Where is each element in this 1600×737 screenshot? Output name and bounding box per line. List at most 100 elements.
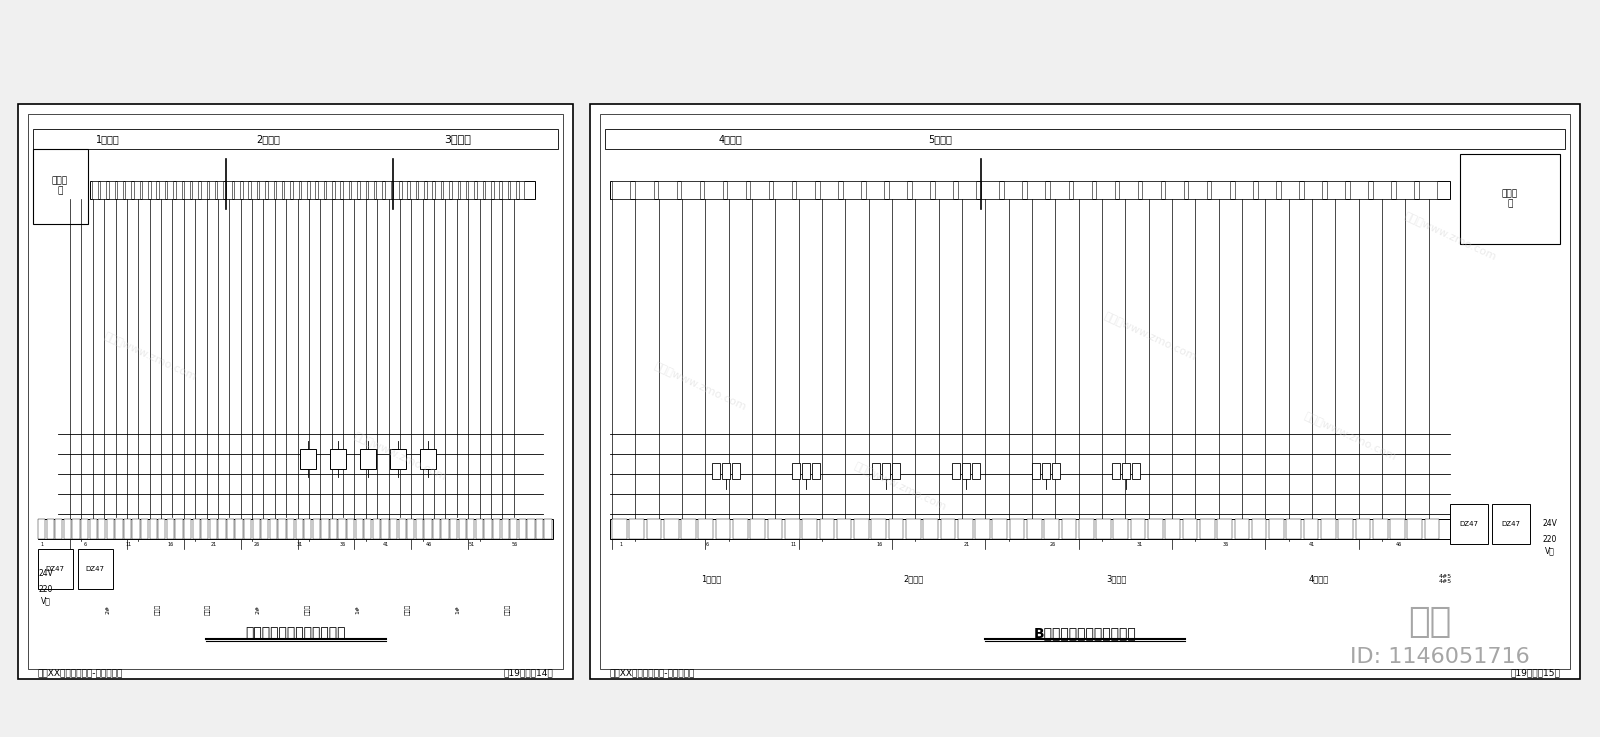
Bar	[390, 519, 397, 539]
Bar	[610, 181, 1450, 199]
Text: 46: 46	[426, 542, 432, 547]
Bar	[611, 181, 630, 199]
Bar	[1373, 181, 1392, 199]
Bar	[1074, 181, 1091, 199]
Bar	[301, 181, 307, 199]
Bar	[141, 519, 149, 539]
Bar	[227, 519, 234, 539]
Text: 2#: 2#	[256, 604, 261, 614]
Bar	[101, 181, 106, 199]
Bar	[635, 181, 653, 199]
Text: 6: 6	[83, 542, 86, 547]
Bar	[773, 181, 792, 199]
Bar	[501, 519, 509, 539]
Bar	[510, 519, 517, 539]
Bar	[1218, 519, 1232, 539]
Bar	[304, 519, 312, 539]
Bar	[837, 519, 851, 539]
Bar	[923, 519, 938, 539]
Bar	[1235, 181, 1253, 199]
Text: 2#: 2#	[106, 604, 110, 614]
Text: DZ47: DZ47	[45, 566, 64, 572]
Bar	[981, 181, 1000, 199]
Bar	[888, 181, 907, 199]
Bar	[243, 181, 248, 199]
Bar	[1165, 519, 1181, 539]
Bar	[107, 519, 114, 539]
Bar	[872, 519, 886, 539]
Bar	[974, 519, 990, 539]
Bar	[443, 181, 450, 199]
Bar	[802, 463, 810, 479]
Bar	[544, 519, 552, 539]
Bar	[218, 181, 224, 199]
Bar	[1189, 181, 1206, 199]
Bar	[277, 181, 282, 199]
Bar	[475, 519, 483, 539]
Bar	[158, 181, 165, 199]
Text: 3号台组: 3号台组	[1106, 575, 1126, 584]
Bar	[416, 519, 422, 539]
Bar	[1045, 519, 1059, 539]
Bar	[184, 181, 190, 199]
Bar	[390, 449, 406, 469]
Bar	[419, 449, 435, 469]
Text: 1#: 1#	[456, 604, 461, 614]
Bar	[843, 181, 861, 199]
Bar	[78, 549, 114, 589]
Text: 4#5
4#5: 4#5 4#5	[1438, 573, 1451, 584]
Bar	[1326, 181, 1346, 199]
Text: 56: 56	[512, 542, 517, 547]
Text: 开关电
源: 开关电 源	[1502, 189, 1518, 209]
Bar	[888, 519, 904, 539]
Bar	[1450, 504, 1488, 544]
Bar	[1122, 463, 1130, 479]
Bar	[712, 463, 720, 479]
Bar	[226, 181, 232, 199]
Text: V组: V组	[42, 596, 51, 606]
Bar	[1149, 519, 1163, 539]
Bar	[115, 519, 123, 539]
Bar	[768, 519, 782, 539]
Bar	[286, 519, 294, 539]
Text: 41: 41	[1309, 542, 1315, 547]
Text: 1: 1	[619, 542, 622, 547]
Bar	[442, 519, 448, 539]
Text: 16: 16	[877, 542, 883, 547]
Text: 24V: 24V	[1542, 520, 1557, 528]
Bar	[1182, 519, 1197, 539]
Bar	[1112, 463, 1120, 479]
Bar	[797, 181, 814, 199]
Text: 5号模块: 5号模块	[928, 134, 952, 144]
Bar	[251, 181, 256, 199]
Text: 41: 41	[382, 542, 389, 547]
Bar	[493, 181, 499, 199]
Text: 4号模块: 4号模块	[718, 134, 742, 144]
Bar	[477, 181, 483, 199]
Bar	[1395, 181, 1414, 199]
Bar	[600, 114, 1570, 669]
Text: 原料灌区控制箱接线配置图: 原料灌区控制箱接线配置图	[245, 626, 346, 640]
Bar	[381, 519, 389, 539]
Bar	[1251, 519, 1267, 539]
Text: 36: 36	[1222, 542, 1229, 547]
Bar	[1078, 519, 1093, 539]
Bar	[200, 181, 206, 199]
Bar	[715, 519, 731, 539]
Bar	[518, 181, 525, 199]
Bar	[658, 181, 677, 199]
Bar	[259, 181, 266, 199]
Bar	[469, 181, 474, 199]
Bar	[866, 181, 885, 199]
Bar	[117, 181, 123, 199]
Bar	[610, 519, 1450, 539]
Bar	[339, 519, 346, 539]
Bar	[82, 519, 88, 539]
Bar	[1027, 519, 1042, 539]
Bar	[1419, 181, 1437, 199]
Text: 46: 46	[1395, 542, 1402, 547]
Bar	[1032, 463, 1040, 479]
Bar	[854, 519, 869, 539]
Bar	[536, 519, 542, 539]
Bar	[334, 181, 341, 199]
